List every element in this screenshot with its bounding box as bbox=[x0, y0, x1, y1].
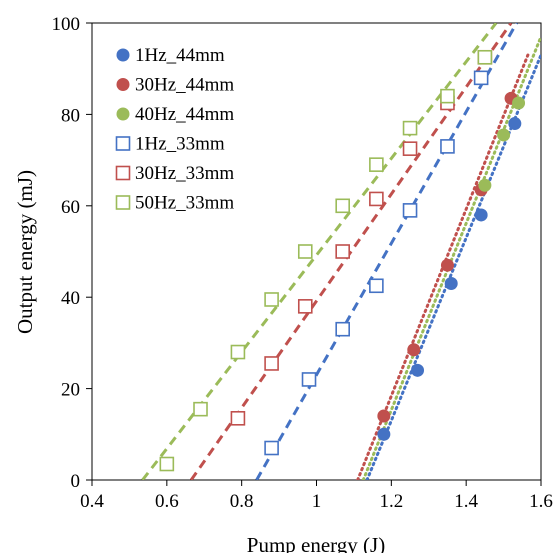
x-tick-label: 0.8 bbox=[230, 491, 254, 512]
legend-marker-1Hz_33mm bbox=[115, 136, 131, 151]
x-tick-label: 1 bbox=[312, 491, 322, 512]
data-point-1Hz_44mm bbox=[508, 117, 522, 131]
data-point-1Hz_33mm bbox=[335, 321, 350, 337]
data-point-1Hz_33mm bbox=[473, 70, 489, 86]
data-point-1Hz_33mm bbox=[369, 278, 384, 294]
data-point-50Hz_33mm bbox=[230, 344, 246, 360]
axes: 0.4 0.6 0.8 1 1.2 1.4 1.6 0 20 40 60 80 100 bbox=[52, 14, 553, 512]
y-tick-label: 60 bbox=[61, 197, 80, 218]
data-point-30Hz_33mm bbox=[369, 191, 384, 207]
legend-label-30Hz_33mm: 30Hz_33mm bbox=[135, 163, 234, 184]
legend-label-1Hz_44mm: 1Hz_44mm bbox=[135, 45, 225, 66]
legend-marker-50Hz_33mm bbox=[115, 195, 131, 210]
data-point-50Hz_33mm bbox=[440, 88, 455, 104]
y-tick-label: 0 bbox=[71, 471, 81, 492]
data-point-30Hz_33mm bbox=[335, 244, 350, 259]
data-point-30Hz_33mm bbox=[402, 141, 418, 156]
y-tick-label: 40 bbox=[61, 288, 80, 309]
data-point-1Hz_33mm bbox=[440, 139, 455, 154]
fit-line-1Hz_44mm bbox=[365, 53, 541, 480]
data-point-50Hz_33mm bbox=[297, 244, 313, 259]
y-tick-label: 100 bbox=[52, 14, 81, 35]
data-point-1Hz_44mm bbox=[444, 276, 458, 290]
x-tick-label: 0.6 bbox=[155, 491, 179, 512]
data-point-1Hz_33mm bbox=[301, 372, 317, 387]
data-point-50Hz_33mm bbox=[193, 401, 208, 417]
legend-marker-40Hz_44mm bbox=[116, 107, 130, 121]
y-axis-title: Output energy (mJ) bbox=[13, 170, 37, 334]
x-tick-label: 1.4 bbox=[454, 491, 478, 512]
legend: 1Hz_44mm 30Hz_44mm 40Hz_44mm 1Hz_33mm 30Hz_3… bbox=[115, 45, 234, 214]
data-point-1Hz_44mm bbox=[411, 363, 425, 377]
data-point-1Hz_33mm bbox=[264, 440, 279, 456]
fit-line-40Hz_44mm bbox=[361, 35, 541, 480]
data-point-1Hz_44mm bbox=[474, 208, 488, 222]
data-point-50Hz_33mm bbox=[369, 157, 384, 172]
data-point-40Hz_44mm bbox=[497, 128, 511, 142]
legend-label-1Hz_33mm: 1Hz_33mm bbox=[135, 134, 225, 155]
data-point-50Hz_33mm bbox=[402, 120, 418, 136]
x-tick-label: 1.6 bbox=[529, 491, 553, 512]
data-point-40Hz_44mm bbox=[512, 96, 526, 110]
data-point-30Hz_33mm bbox=[297, 299, 313, 314]
data-point-50Hz_33mm bbox=[264, 292, 279, 307]
legend-marker-1Hz_44mm bbox=[116, 48, 130, 62]
fit-line-1Hz_33mm bbox=[255, 23, 518, 480]
fit-line-30Hz_44mm bbox=[356, 53, 530, 480]
fit-line-30Hz_33mm bbox=[189, 23, 513, 480]
data-point-30Hz_33mm bbox=[264, 356, 279, 371]
data-point-50Hz_33mm bbox=[159, 456, 175, 472]
data-point-40Hz_44mm bbox=[478, 178, 492, 192]
data-point-50Hz_33mm bbox=[477, 49, 493, 65]
y-tick-label: 80 bbox=[61, 105, 80, 126]
legend-label-40Hz_44mm: 40Hz_44mm bbox=[135, 104, 234, 125]
legend-marker-30Hz_33mm bbox=[115, 165, 131, 181]
y-tick-label: 20 bbox=[61, 380, 80, 401]
data-markers bbox=[159, 49, 526, 472]
x-axis-title: Pump energy (J) bbox=[247, 533, 385, 553]
legend-marker-30Hz_44mm bbox=[116, 78, 130, 91]
x-tick-label: 0.4 bbox=[80, 491, 104, 512]
legend-label-50Hz_33mm: 50Hz_33mm bbox=[135, 193, 234, 214]
x-tick-label: 1.2 bbox=[379, 491, 403, 512]
data-point-50Hz_33mm bbox=[335, 198, 350, 214]
data-point-30Hz_33mm bbox=[230, 411, 246, 426]
data-point-30Hz_44mm bbox=[377, 409, 391, 423]
data-point-1Hz_33mm bbox=[402, 203, 418, 218]
data-point-1Hz_44mm bbox=[377, 427, 391, 441]
data-point-30Hz_44mm bbox=[407, 343, 421, 357]
legend-label-30Hz_44mm: 30Hz_44mm bbox=[135, 75, 234, 96]
data-point-30Hz_44mm bbox=[440, 258, 454, 272]
